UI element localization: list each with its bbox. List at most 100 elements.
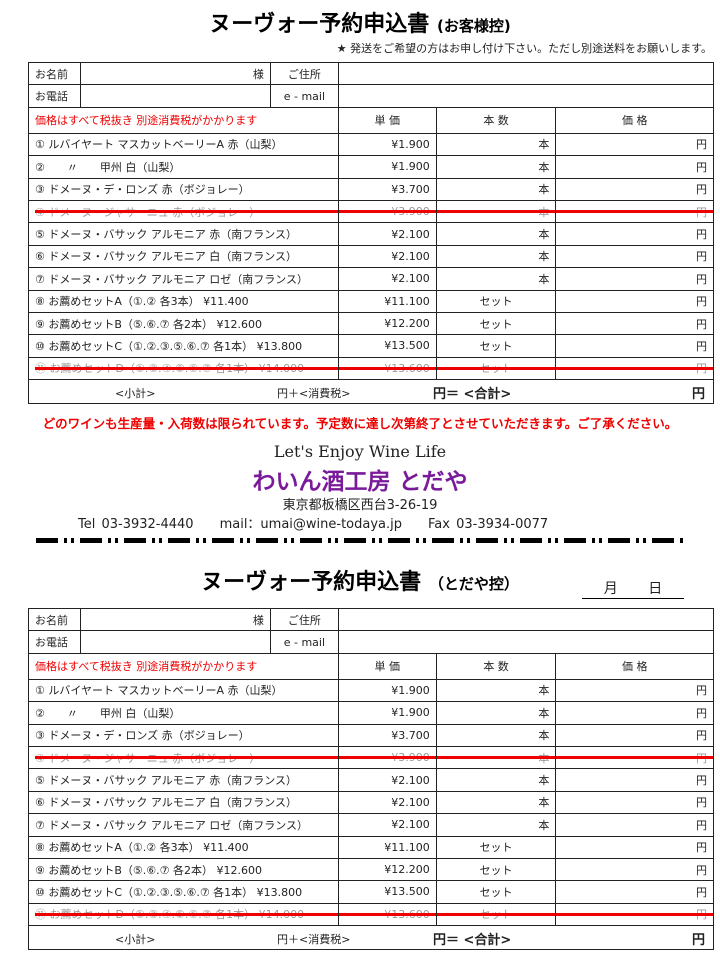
item-price-input[interactable]: 円: [555, 813, 714, 837]
shop-contact: Tel 03-3932-4440 mail：umai@wine-todaya.jp…: [78, 513, 574, 532]
item-price-input[interactable]: 円: [555, 311, 714, 336]
item-name: ① ルバイヤート マスカットベーリーA 赤（山梨）: [28, 678, 339, 703]
item-row: ② 〃 甲州 白（山梨） ¥1.900 本円: [28, 701, 714, 725]
phone-input[interactable]: [79, 630, 271, 654]
item-name: ② 〃 甲州 白（山梨）: [28, 155, 339, 179]
item-price-input[interactable]: 円: [555, 835, 714, 859]
stock-notice: どのワインも生産量・入荷数は限られています。予定数に達し次第終了とさせていただき…: [42, 416, 678, 431]
item-name: ④ ドメーヌ・ジャサーニュ 赤（ボジョレー）: [28, 199, 339, 224]
item-price-input[interactable]: 円: [555, 790, 714, 815]
item-quantity-input[interactable]: セット: [435, 857, 557, 882]
item-price-input[interactable]: 円: [555, 289, 714, 313]
item-quantity-input[interactable]: 本: [435, 199, 557, 224]
item-price-input[interactable]: 円: [555, 723, 714, 747]
item-quantity-input[interactable]: セット: [435, 334, 557, 358]
item-name: ② 〃 甲州 白（山梨）: [28, 701, 339, 725]
item-price-input[interactable]: 円: [555, 857, 714, 882]
item-price-input[interactable]: 円: [555, 902, 714, 927]
item-name: ⑦ ドメーヌ・バサック アルモニア ロゼ（南フランス）: [28, 813, 339, 837]
address-input[interactable]: [337, 61, 715, 86]
item-price-input[interactable]: 円: [555, 132, 714, 157]
item-price-input[interactable]: 円: [555, 880, 714, 904]
item-quantity-input[interactable]: 本: [435, 813, 557, 837]
item-name: ④ ドメーヌ・ジャサーニュ 赤（ボジョレー）: [28, 745, 339, 770]
address-input[interactable]: [337, 607, 715, 632]
form-title-shop: ヌーヴォー予約申込書 （とだや控）: [201, 570, 519, 595]
item-name: ③ ドメーヌ・デ・ロンズ 赤（ボジョレー）: [28, 723, 339, 747]
item-quantity-input[interactable]: 本: [435, 244, 557, 269]
item-row: ⑧ お薦めセットA（①.② 各3本） ¥11.400 ¥11.100 セット円: [28, 835, 714, 859]
item-name: ⑨ お薦めセットB（⑤.⑥.⑦ 各2本） ¥12.600: [28, 857, 339, 882]
item-quantity-input[interactable]: 本: [435, 745, 557, 770]
item-row: ⑪ お薦めセットD（①.②.④.⑤.⑥.⑦ 各1本） ¥14.000 ¥13.60…: [28, 902, 714, 927]
item-quantity-input[interactable]: セット: [435, 880, 557, 904]
item-quantity-input[interactable]: セット: [435, 311, 557, 336]
item-price-input[interactable]: 円: [555, 334, 714, 358]
item-quantity-input[interactable]: 本: [435, 678, 557, 703]
item-quantity-input[interactable]: セット: [435, 356, 557, 381]
name-label: お名前: [28, 607, 81, 632]
item-name: ⑦ ドメーヌ・バサック アルモニア ロゼ（南フランス）: [28, 267, 339, 291]
shop-address: 東京都板橋区西台3-26-19: [282, 498, 438, 513]
item-name: ⑧ お薦めセットA（①.② 各3本） ¥11.400: [28, 835, 339, 859]
name-input[interactable]: 様: [79, 61, 271, 86]
item-price-input[interactable]: 円: [555, 177, 714, 201]
col-quantity: 本 数: [435, 652, 557, 680]
item-price-input[interactable]: 円: [555, 199, 714, 224]
item-price-input[interactable]: 円: [555, 745, 714, 770]
item-price-input[interactable]: 円: [555, 222, 714, 246]
item-quantity-input[interactable]: 本: [435, 768, 557, 792]
item-quantity-input[interactable]: 本: [435, 267, 557, 291]
item-price-input[interactable]: 円: [555, 701, 714, 725]
name-input[interactable]: 様: [79, 607, 271, 632]
item-unit-price: ¥1.900: [337, 678, 437, 703]
item-unit-price: ¥1.900: [337, 132, 437, 157]
phone-input[interactable]: [79, 84, 271, 108]
item-row: ⑥ ドメーヌ・バサック アルモニア 白（南フランス） ¥2.100 本円: [28, 244, 714, 269]
item-quantity-input[interactable]: 本: [435, 222, 557, 246]
item-unit-price: ¥2.100: [337, 222, 437, 246]
item-row: ⑪ お薦めセットD（①.②.④.⑤.⑥.⑦ 各1本） ¥14.000 ¥13.60…: [28, 356, 714, 381]
item-unit-price: ¥1.900: [337, 701, 437, 725]
item-price-input[interactable]: 円: [555, 768, 714, 792]
phone-label: お電話: [28, 630, 81, 654]
subtotal-label: <小計>: [115, 387, 156, 401]
item-price-input[interactable]: 円: [555, 155, 714, 179]
item-unit-price: ¥12.200: [337, 857, 437, 882]
item-row: ③ ドメーヌ・デ・ロンズ 赤（ボジョレー） ¥3.700 本円: [28, 177, 714, 201]
item-quantity-input[interactable]: セット: [435, 835, 557, 859]
item-price-input[interactable]: 円: [555, 267, 714, 291]
item-quantity-input[interactable]: 本: [435, 177, 557, 201]
item-unit-price: ¥13.600: [337, 902, 437, 927]
phone-label: お電話: [28, 84, 81, 108]
col-unit-price: 単 価: [337, 106, 437, 134]
item-unit-price: ¥2.100: [337, 244, 437, 269]
address-label: ご住所: [269, 61, 339, 86]
email-input[interactable]: [337, 630, 715, 654]
name-label: お名前: [28, 61, 81, 86]
item-quantity-input[interactable]: 本: [435, 723, 557, 747]
item-quantity-input[interactable]: セット: [435, 289, 557, 313]
item-price-input[interactable]: 円: [555, 244, 714, 269]
item-quantity-input[interactable]: 本: [435, 155, 557, 179]
item-row: ⑦ ドメーヌ・バサック アルモニア ロゼ（南フランス） ¥2.100 本円: [28, 813, 714, 837]
date-field[interactable]: 月 日: [582, 578, 684, 599]
item-name: ⑪ お薦めセットD（①.②.④.⑤.⑥.⑦ 各1本） ¥14.000: [28, 356, 339, 381]
email-input[interactable]: [337, 84, 715, 108]
item-row: ① ルバイヤート マスカットベーリーA 赤（山梨） ¥1.900 本円: [28, 678, 714, 703]
item-quantity-input[interactable]: 本: [435, 701, 557, 725]
item-unit-price: ¥13.500: [337, 334, 437, 358]
email-label: e - mail: [269, 84, 339, 108]
item-price-input[interactable]: 円: [555, 678, 714, 703]
item-quantity-input[interactable]: 本: [435, 790, 557, 815]
shop-mail[interactable]: mail：umai@wine-todaya.jp: [219, 517, 403, 532]
item-price-input[interactable]: 円: [555, 356, 714, 381]
shipping-note: ★ 発送をご希望の方はお申し付け下さい。ただし別途送料をお願いします。: [336, 42, 712, 55]
item-quantity-input[interactable]: セット: [435, 902, 557, 927]
phone-row: お電話 e - mail: [28, 84, 715, 108]
item-quantity-input[interactable]: 本: [435, 132, 557, 157]
col-price: 価 格: [555, 652, 714, 680]
col-price: 価 格: [555, 106, 714, 134]
shop-tel: Tel 03-3932-4440: [78, 517, 194, 532]
address-label: ご住所: [269, 607, 339, 632]
